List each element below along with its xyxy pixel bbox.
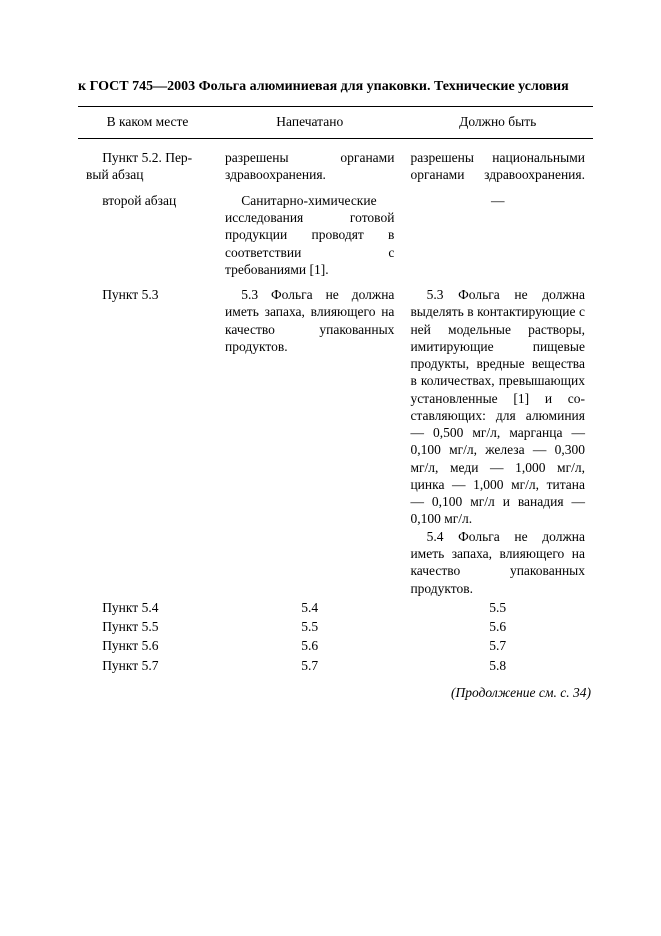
- cell-printed: 5.4: [225, 599, 394, 616]
- continuation-note: (Продолжение см. с. 34): [78, 684, 593, 701]
- cell-where: второй абзац: [86, 192, 209, 209]
- doc-title: к ГОСТ 745—2003 Фольга алюминиевая для у…: [78, 78, 593, 96]
- cell-printed: 5.5: [225, 618, 394, 635]
- cell-printed: разрешены органами здравоохранения.: [225, 149, 394, 184]
- col-where: В каком месте: [78, 106, 217, 138]
- cell-should: 5.6: [410, 618, 585, 635]
- cell-printed: 5.7: [225, 657, 394, 674]
- errata-table: В каком месте Напечатано Должно быть Пун…: [78, 106, 593, 674]
- cell-printed: 5.6: [225, 637, 394, 654]
- col-should: Должно быть: [402, 106, 593, 138]
- cell-where: Пункт 5.5: [86, 618, 209, 635]
- table-row: Пункт 5.4 5.4 5.5: [78, 597, 593, 616]
- cell-printed: Санитарно-хими­ческие исследования готов…: [225, 192, 394, 278]
- table-row: второй абзац Санитарно-хими­ческие иссле…: [78, 184, 593, 278]
- cell-should: 5.5: [410, 599, 585, 616]
- table-row: Пункт 5.5 5.5 5.6: [78, 616, 593, 635]
- table-row: Пункт 5.2. Пер- вый абзац разрешены орга…: [78, 139, 593, 184]
- page: к ГОСТ 745—2003 Фольга алюминиевая для у…: [0, 0, 661, 701]
- table-row: Пункт 5.3 5.3 Фольга не долж­на иметь за…: [78, 278, 593, 597]
- table-row: Пункт 5.6 5.6 5.7: [78, 635, 593, 654]
- cell-should: 5.8: [410, 657, 585, 674]
- cell-where: Пункт 5.6: [86, 637, 209, 654]
- cell-should: 5.7: [410, 637, 585, 654]
- table-row: Пункт 5.7 5.7 5.8: [78, 655, 593, 674]
- cell-where: Пункт 5.4: [86, 599, 209, 616]
- cell-should: разрешены нацио­нальными органами здра­в…: [410, 149, 585, 184]
- col-printed: Напечатано: [217, 106, 402, 138]
- cell-where: Пункт 5.7: [86, 657, 209, 674]
- cell-should: 5.3 Фольга не должна выделять в контакти…: [410, 286, 585, 597]
- cell-printed: 5.3 Фольга не долж­на иметь запаха, влия…: [225, 286, 394, 355]
- cell-where: Пункт 5.3: [86, 286, 209, 303]
- cell-where: Пункт 5.2. Пер- вый абзац: [86, 149, 209, 184]
- cell-should: —: [410, 192, 585, 209]
- table-header-row: В каком месте Напечатано Должно быть: [78, 106, 593, 138]
